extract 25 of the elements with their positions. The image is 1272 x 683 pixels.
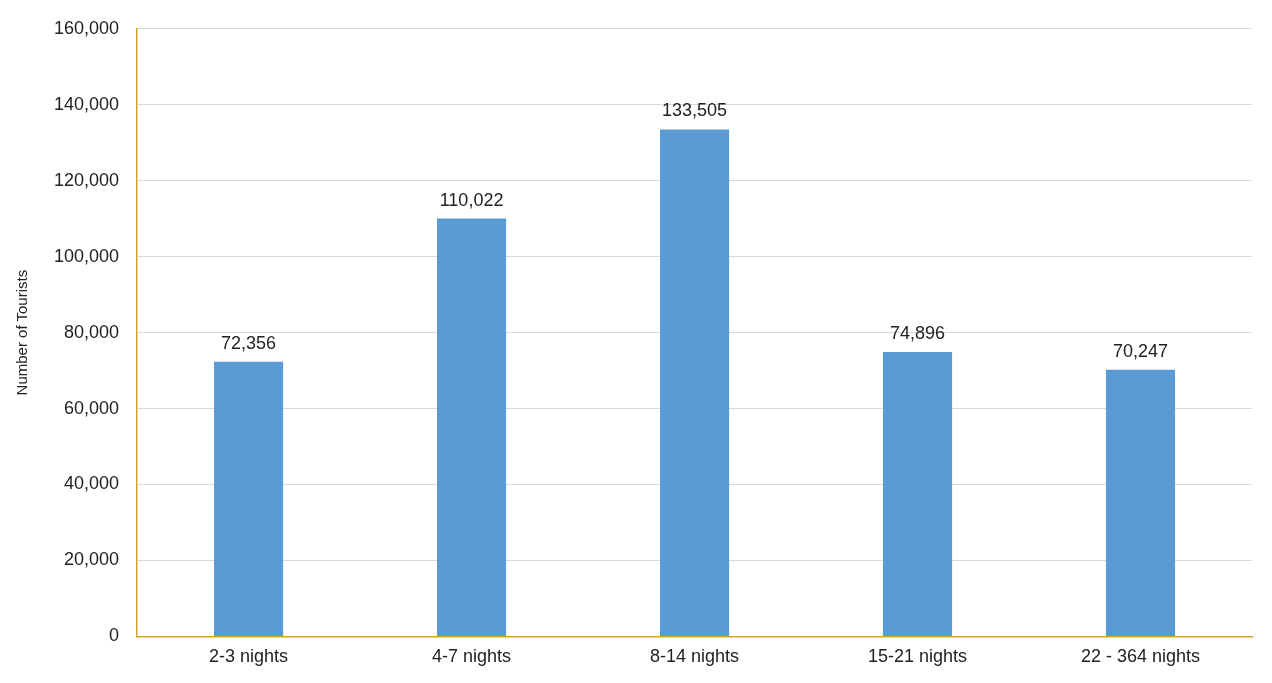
y-tick-label: 120,000: [53, 169, 120, 190]
bar: [1105, 369, 1176, 636]
data-label: 74,896: [889, 322, 946, 343]
bar: [659, 129, 730, 636]
bar: [436, 218, 507, 636]
y-tick-label: 100,000: [53, 245, 120, 266]
y-tick-label: 80,000: [64, 321, 120, 342]
data-label: 110,022: [439, 189, 504, 210]
bar: [882, 351, 953, 636]
x-tick-label: 15-21 nights: [867, 646, 968, 667]
x-tick-label: 4-7 nights: [432, 646, 512, 667]
y-tick-label: 20,000: [64, 549, 120, 570]
data-label: 70,247: [1112, 340, 1169, 361]
y-tick-label: 40,000: [64, 473, 120, 494]
data-label: 72,356: [221, 332, 277, 353]
y-tick-label: 160,000: [53, 17, 120, 38]
y-tick-label: 60,000: [64, 397, 120, 418]
bar: [214, 361, 284, 636]
x-tick-label: 22 - 364 nights: [1080, 646, 1201, 667]
x-tick-label: 2-3 nights: [209, 646, 289, 667]
y-axis-title: Number of Tourists: [13, 269, 31, 396]
y-tick-label: 140,000: [53, 93, 120, 114]
y-tick-label: 0: [109, 625, 120, 646]
x-tick-label: 8-14 nights: [650, 646, 740, 667]
data-label: 133,505: [661, 100, 728, 121]
